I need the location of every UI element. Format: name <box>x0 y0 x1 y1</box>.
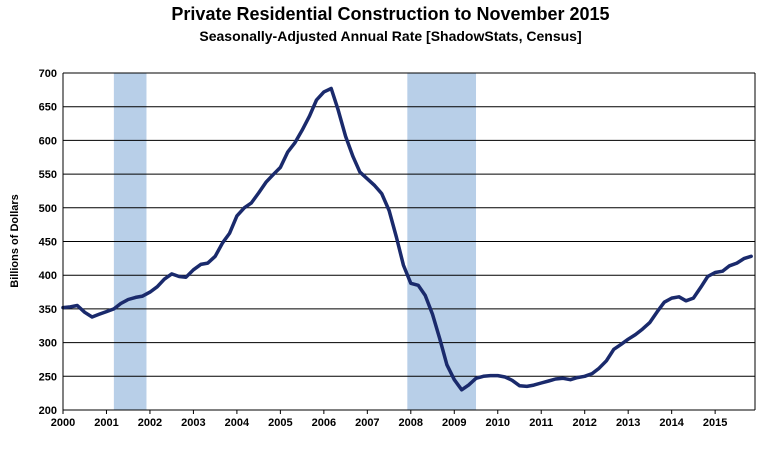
y-tick-label: 450 <box>39 237 57 249</box>
y-tick-label: 250 <box>39 371 57 383</box>
y-axis-label: Billions of Dollars <box>9 194 21 288</box>
y-tick-label: 400 <box>39 270 57 282</box>
x-tick-label: 2006 <box>312 417 336 429</box>
x-tick-label: 2007 <box>355 417 379 429</box>
y-tick-label: 550 <box>39 169 57 181</box>
y-tick-label: 200 <box>39 405 57 417</box>
x-tick-label: 2003 <box>181 417 205 429</box>
y-tick-label: 500 <box>39 203 57 215</box>
x-tick-labels: 2000 2001 2002 2003 2004 2005 2006 2007 2008 2009… <box>51 417 728 429</box>
chart-subtitle: Seasonally-Adjusted Annual Rate [ShadowS… <box>199 28 582 44</box>
y-tick-labels: 200 250 300 350 400 450 500 550 600 650 700 <box>39 68 57 417</box>
x-tick-label: 2009 <box>442 417 466 429</box>
x-tick-label: 2004 <box>225 417 250 429</box>
x-tick-label: 2010 <box>486 417 510 429</box>
x-tick-label: 2013 <box>616 417 640 429</box>
y-tick-label: 650 <box>39 102 57 114</box>
x-tick-label: 2001 <box>94 417 118 429</box>
series-line-0 <box>61 86 753 392</box>
x-tick-label: 2014 <box>659 417 684 429</box>
chart-title: Private Residential Construction to Nove… <box>171 4 610 24</box>
x-tick-label: 2015 <box>703 417 727 429</box>
x-tick-label: 2002 <box>138 417 162 429</box>
x-tick-label: 2011 <box>529 417 553 429</box>
x-tick-label: 2005 <box>268 417 292 429</box>
x-tick-label: 2012 <box>572 417 596 429</box>
x-tick-label: 2008 <box>399 417 423 429</box>
y-tick-label: 600 <box>39 135 57 147</box>
axes <box>62 73 756 414</box>
y-tick-label: 700 <box>39 68 57 80</box>
series-group <box>61 86 753 392</box>
y-tick-label: 350 <box>39 304 57 316</box>
x-tick-label: 2000 <box>51 417 75 429</box>
y-tick-label: 300 <box>39 338 57 350</box>
